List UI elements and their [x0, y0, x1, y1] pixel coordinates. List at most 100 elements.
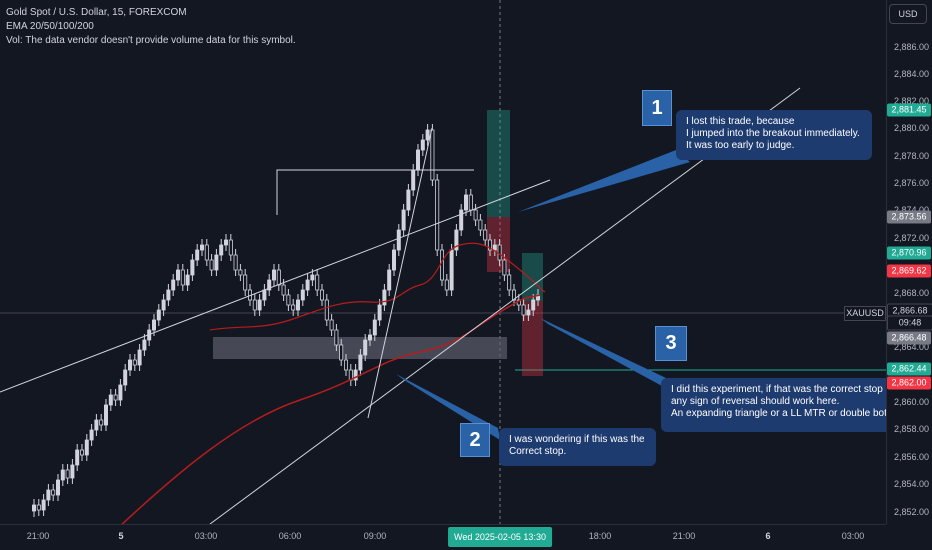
candle-body	[439, 249, 444, 281]
candle-body	[161, 299, 166, 311]
candle-body	[425, 129, 430, 141]
range-zone[interactable]	[213, 337, 507, 359]
price-tick: 2,878.00	[893, 151, 929, 161]
candle-body	[483, 229, 488, 241]
candle-body	[36, 504, 41, 511]
price-chart[interactable]	[0, 0, 886, 524]
price-tick: 2,856.00	[893, 452, 929, 462]
candle-body	[444, 279, 449, 291]
trendline-upper[interactable]	[0, 179, 551, 393]
ema-line-fast	[209, 242, 546, 331]
candle-body	[531, 299, 536, 311]
short-loss-zone[interactable]	[522, 301, 543, 376]
long-profit-zone[interactable]	[487, 110, 510, 217]
short-profit-zone[interactable]	[522, 253, 543, 301]
candle-body	[478, 219, 483, 231]
time-tick: 06:00	[278, 531, 302, 541]
candle-body	[84, 439, 89, 456]
candle-body	[324, 299, 329, 321]
note-3-line-2: any sign of reversal should work here.	[671, 396, 840, 407]
candle-body	[123, 369, 128, 386]
price-label: 2,862.00	[887, 376, 931, 390]
note-3[interactable]: I did this experiment, if that was the c…	[661, 378, 886, 432]
candle-body	[526, 309, 531, 316]
candle-body	[334, 329, 339, 346]
candle-body	[214, 254, 219, 271]
candle-body	[209, 259, 214, 271]
note-1-line-1: I lost this trade, because	[686, 116, 795, 127]
trendline-breakout[interactable]	[367, 127, 433, 419]
price-axis[interactable]: 2,886.00 2,884.00 2,882.00 2,880.00 2,87…	[886, 0, 932, 524]
candle-body	[89, 429, 94, 441]
candle-body	[507, 274, 512, 291]
current-time-label: Wed 2025-02-05 13:30	[448, 527, 552, 547]
candle-body	[487, 239, 492, 251]
candle-body	[492, 244, 497, 251]
candle-body	[339, 344, 344, 361]
price-label: 2,870.96	[887, 246, 931, 260]
candle-body	[512, 289, 517, 301]
candle-body	[406, 189, 411, 211]
note-2-line-2: Correct stop.	[509, 446, 567, 457]
candle-body	[521, 304, 526, 316]
currency-button[interactable]: USD	[889, 4, 927, 24]
price-tick: 2,874.00	[894, 205, 929, 215]
candle-body	[56, 479, 61, 496]
candle-body	[137, 349, 142, 366]
candle-body	[271, 269, 276, 281]
callout-pointer-3	[540, 318, 666, 386]
candle-body	[127, 359, 132, 371]
price-tick: 2,854.00	[893, 479, 929, 489]
price-tick: 2,868.00	[893, 288, 929, 298]
price-tick: 2,864.00	[893, 342, 929, 352]
candle-body	[267, 279, 272, 291]
legend-ema[interactable]: EMA 20/50/100/200	[6, 21, 94, 32]
candle-body	[132, 359, 137, 366]
candle-body	[396, 229, 401, 251]
candle-body	[372, 319, 377, 336]
candle-body	[459, 209, 464, 231]
time-tick: 6	[765, 531, 771, 541]
price-label: 2,881.45	[887, 103, 931, 117]
note-1-line-2: I jumped into the breakout immediately.	[686, 128, 860, 139]
candle-body	[171, 279, 176, 291]
candle-body	[166, 289, 171, 301]
candle-body	[94, 419, 99, 431]
price-tick: 2,882.00	[893, 96, 929, 106]
note-3-line-1: I did this experiment, if that was the c…	[671, 384, 883, 395]
price-label: 2,866.48	[887, 331, 931, 345]
countdown-label: 09:48	[887, 315, 932, 331]
note-number-3: 3	[655, 326, 687, 361]
candle-body	[257, 299, 262, 311]
candle-body	[75, 449, 80, 466]
note-1[interactable]: I lost this trade, because I jumped into…	[676, 110, 872, 160]
trendline-lower[interactable]	[209, 87, 801, 524]
candle-body	[65, 469, 70, 479]
candle-body	[291, 304, 296, 311]
symbol-tag: XAUUSD	[844, 306, 886, 321]
time-tick: 5	[118, 531, 124, 541]
candle-body	[156, 309, 161, 321]
price-tick: 2,886.00	[893, 42, 929, 52]
note-number-1: 1	[642, 90, 672, 126]
candle-body	[238, 269, 243, 276]
time-axis[interactable]: 21:00 5 03:00 06:00 09:00 18:00 21:00 6 …	[0, 524, 886, 550]
candle-body	[113, 394, 118, 401]
candle-body	[80, 449, 85, 456]
candle-body	[315, 274, 320, 291]
candle-body	[151, 319, 156, 331]
time-tick: 03:00	[841, 531, 865, 541]
ema-line	[121, 294, 541, 524]
candle-body	[175, 269, 180, 281]
candle-body	[243, 274, 248, 291]
candle-body	[204, 244, 209, 261]
candle-body	[300, 289, 305, 301]
legend-title[interactable]: Gold Spot / U.S. Dollar, 15, FOREXCOM	[6, 7, 187, 18]
candle-body	[219, 244, 224, 256]
price-tick: 2,876.00	[893, 178, 929, 188]
candle-body	[415, 149, 420, 171]
range-bracket[interactable]	[276, 169, 474, 215]
note-2[interactable]: I was wondering if this was the Correct …	[499, 428, 656, 466]
candle-body	[262, 289, 267, 301]
candle-body	[363, 339, 368, 356]
